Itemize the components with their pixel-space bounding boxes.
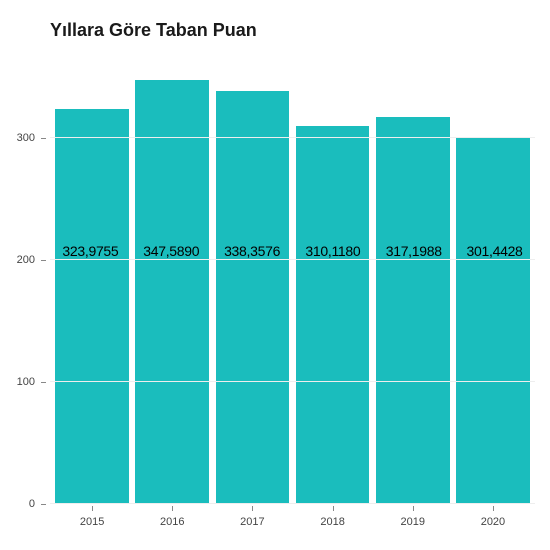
x-axis-label: 2017	[240, 516, 264, 528]
bar-slot: 2019	[373, 59, 453, 504]
bars-area: 201520162017201820192020	[50, 59, 535, 504]
grid-line	[50, 137, 535, 138]
plot-area: 0100200300 201520162017201820192020 323,…	[50, 59, 535, 504]
x-tick-mark	[493, 506, 494, 511]
x-axis-label: 2020	[481, 516, 505, 528]
y-tick: 100	[17, 376, 46, 388]
x-axis-label: 2019	[401, 516, 425, 528]
y-tick-mark	[41, 260, 46, 261]
bar	[216, 91, 290, 504]
grid-line	[50, 503, 535, 504]
x-axis-label: 2018	[320, 516, 344, 528]
y-tick-mark	[41, 504, 46, 505]
bar	[55, 109, 129, 504]
chart-container: Yıllara Göre Taban Puan 0100200300 20152…	[0, 0, 550, 550]
bar-slot: 2017	[212, 59, 292, 504]
bar	[296, 126, 370, 504]
x-tick-mark	[172, 506, 173, 511]
y-tick-label: 200	[17, 254, 41, 266]
chart-title: Yıllara Göre Taban Puan	[50, 20, 535, 41]
y-axis: 0100200300	[12, 59, 46, 504]
x-tick-mark	[413, 506, 414, 511]
bar-slot: 2016	[132, 59, 212, 504]
y-tick: 200	[17, 254, 46, 266]
grid-line	[50, 259, 535, 260]
grid-line	[50, 381, 535, 382]
bar-slot: 2020	[453, 59, 533, 504]
y-tick-mark	[41, 138, 46, 139]
y-tick-label: 0	[29, 498, 41, 510]
bar	[376, 117, 450, 504]
bar	[456, 137, 530, 505]
x-axis-label: 2015	[80, 516, 104, 528]
y-tick: 0	[29, 498, 46, 510]
x-tick-mark	[92, 506, 93, 511]
y-tick: 300	[17, 132, 46, 144]
y-tick-mark	[41, 382, 46, 383]
x-tick-mark	[333, 506, 334, 511]
y-tick-label: 300	[17, 132, 41, 144]
bar-slot: 2018	[293, 59, 373, 504]
x-axis-label: 2016	[160, 516, 184, 528]
bar	[135, 80, 209, 504]
y-tick-label: 100	[17, 376, 41, 388]
x-tick-mark	[252, 506, 253, 511]
bar-slot: 2015	[52, 59, 132, 504]
